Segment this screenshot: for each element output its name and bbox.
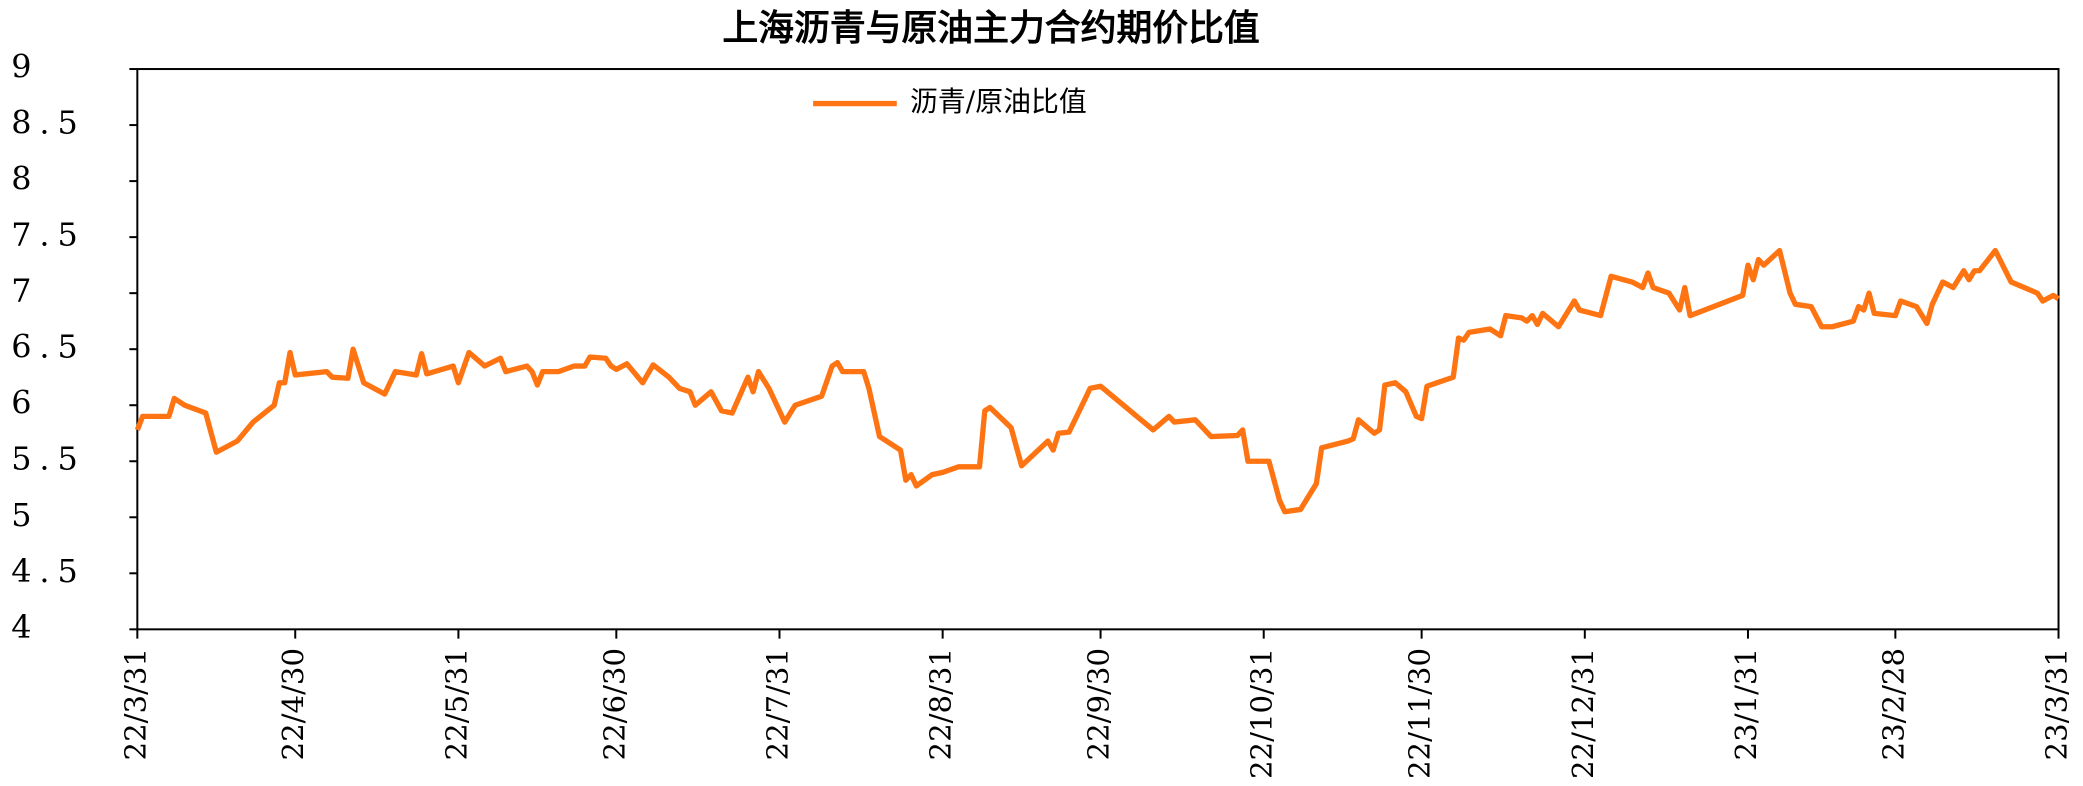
y-tick-label: 7 (11, 272, 39, 310)
legend-label: 沥青/原油比值 (910, 85, 1087, 118)
x-tick-label: 22/12/31 (1566, 648, 1600, 779)
x-tick-label: 22/5/31 (439, 648, 473, 761)
y-tick-label: 8.5 (11, 104, 86, 142)
x-tick-label: 23/1/31 (1729, 648, 1763, 761)
x-tick-label: 23/3/31 (2040, 648, 2074, 761)
y-tick-label: 6 (11, 384, 39, 422)
x-tick-label: 22/10/31 (1245, 648, 1279, 779)
x-tick-label: 22/11/30 (1403, 648, 1437, 779)
chart-title: 上海沥青与原油主力合约期价比值 (722, 7, 1259, 49)
x-tick-label: 22/8/31 (924, 648, 958, 761)
y-tick-label: 4.5 (11, 552, 86, 590)
y-tick-label: 5 (11, 496, 39, 534)
series-line (134, 247, 2060, 515)
x-tick-label: 22/3/31 (118, 648, 152, 761)
x-tick-label: 22/9/30 (1082, 648, 1116, 761)
y-tick-label: 9 (11, 48, 39, 86)
x-tick-label: 22/7/31 (760, 648, 794, 761)
y-tick-label: 4 (11, 608, 39, 646)
plot-frame (136, 68, 2060, 631)
y-tick-label: 8 (11, 160, 39, 198)
x-tick-label: 23/2/28 (1876, 648, 1910, 761)
y-tick-label: 6.5 (11, 328, 86, 366)
x-tick-label: 22/6/30 (597, 648, 631, 761)
y-tick-label: 7.5 (11, 216, 86, 254)
x-tick-label: 22/4/30 (276, 648, 310, 761)
y-tick-label: 5.5 (11, 440, 86, 478)
